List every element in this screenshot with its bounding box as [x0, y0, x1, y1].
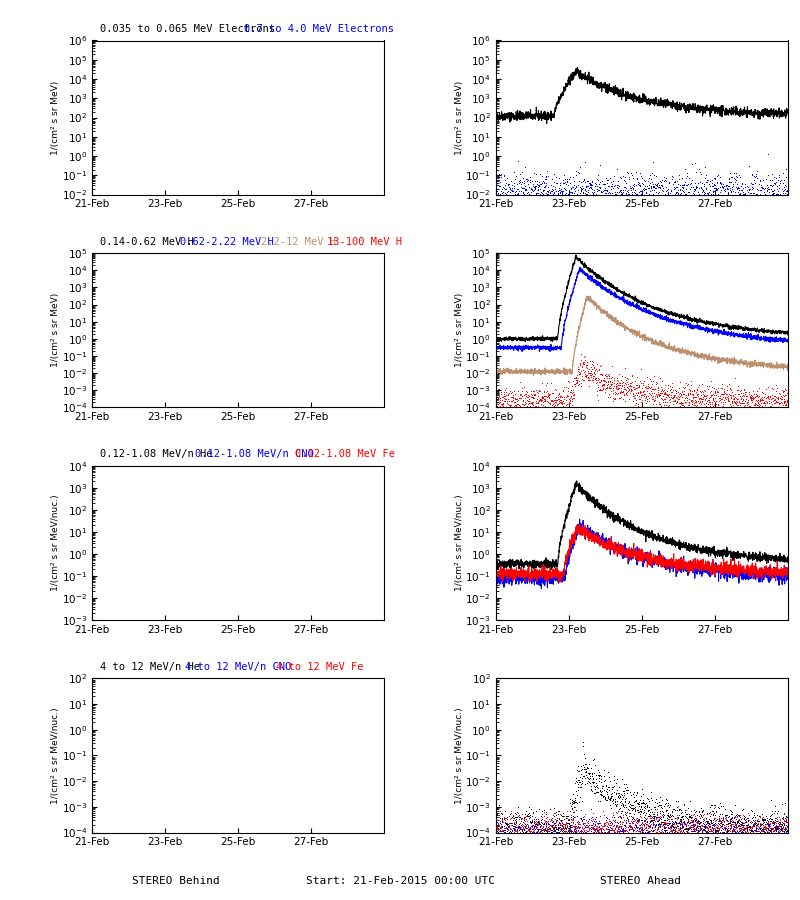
Text: 13-100 MeV H: 13-100 MeV H [326, 237, 402, 247]
Text: 2.2-12 MeV H: 2.2-12 MeV H [261, 237, 336, 247]
Text: 0.12-1.08 MeV/n He: 0.12-1.08 MeV/n He [100, 449, 213, 460]
Y-axis label: 1/(cm² s sr MeV): 1/(cm² s sr MeV) [454, 293, 464, 367]
Text: STEREO Ahead: STEREO Ahead [599, 876, 681, 886]
Y-axis label: 1/(cm² s sr MeV): 1/(cm² s sr MeV) [455, 80, 464, 155]
Text: 0.035 to 0.065 MeV Electrons: 0.035 to 0.065 MeV Electrons [100, 24, 275, 34]
Y-axis label: 1/(cm² s sr MeV/nuc.): 1/(cm² s sr MeV/nuc.) [455, 494, 464, 591]
Text: 4 to 12 MeV/n CNO: 4 to 12 MeV/n CNO [186, 662, 291, 672]
Text: STEREO Behind: STEREO Behind [132, 876, 220, 886]
Text: Start: 21-Feb-2015 00:00 UTC: Start: 21-Feb-2015 00:00 UTC [306, 876, 494, 886]
Text: 0.12-1.08 MeV Fe: 0.12-1.08 MeV Fe [295, 449, 395, 460]
Text: 4 to 12 MeV Fe: 4 to 12 MeV Fe [275, 662, 363, 672]
Y-axis label: 1/(cm² s sr MeV/nuc.): 1/(cm² s sr MeV/nuc.) [51, 707, 60, 804]
Y-axis label: 1/(cm² s sr MeV): 1/(cm² s sr MeV) [51, 293, 60, 367]
Text: 0.62-2.22 MeV H: 0.62-2.22 MeV H [181, 237, 274, 247]
Text: 4 to 12 MeV/n He: 4 to 12 MeV/n He [100, 662, 200, 672]
Y-axis label: 1/(cm² s sr MeV): 1/(cm² s sr MeV) [51, 80, 60, 155]
Text: 0.12-1.08 MeV/n CNO: 0.12-1.08 MeV/n CNO [195, 449, 314, 460]
Text: 0.14-0.62 MeV H: 0.14-0.62 MeV H [100, 237, 194, 247]
Text: 0.7 to 4.0 MeV Electrons: 0.7 to 4.0 MeV Electrons [244, 24, 394, 34]
Y-axis label: 1/(cm² s sr MeV/nuc.): 1/(cm² s sr MeV/nuc.) [454, 707, 464, 804]
Y-axis label: 1/(cm² s sr MeV/nuc.): 1/(cm² s sr MeV/nuc.) [51, 494, 60, 591]
